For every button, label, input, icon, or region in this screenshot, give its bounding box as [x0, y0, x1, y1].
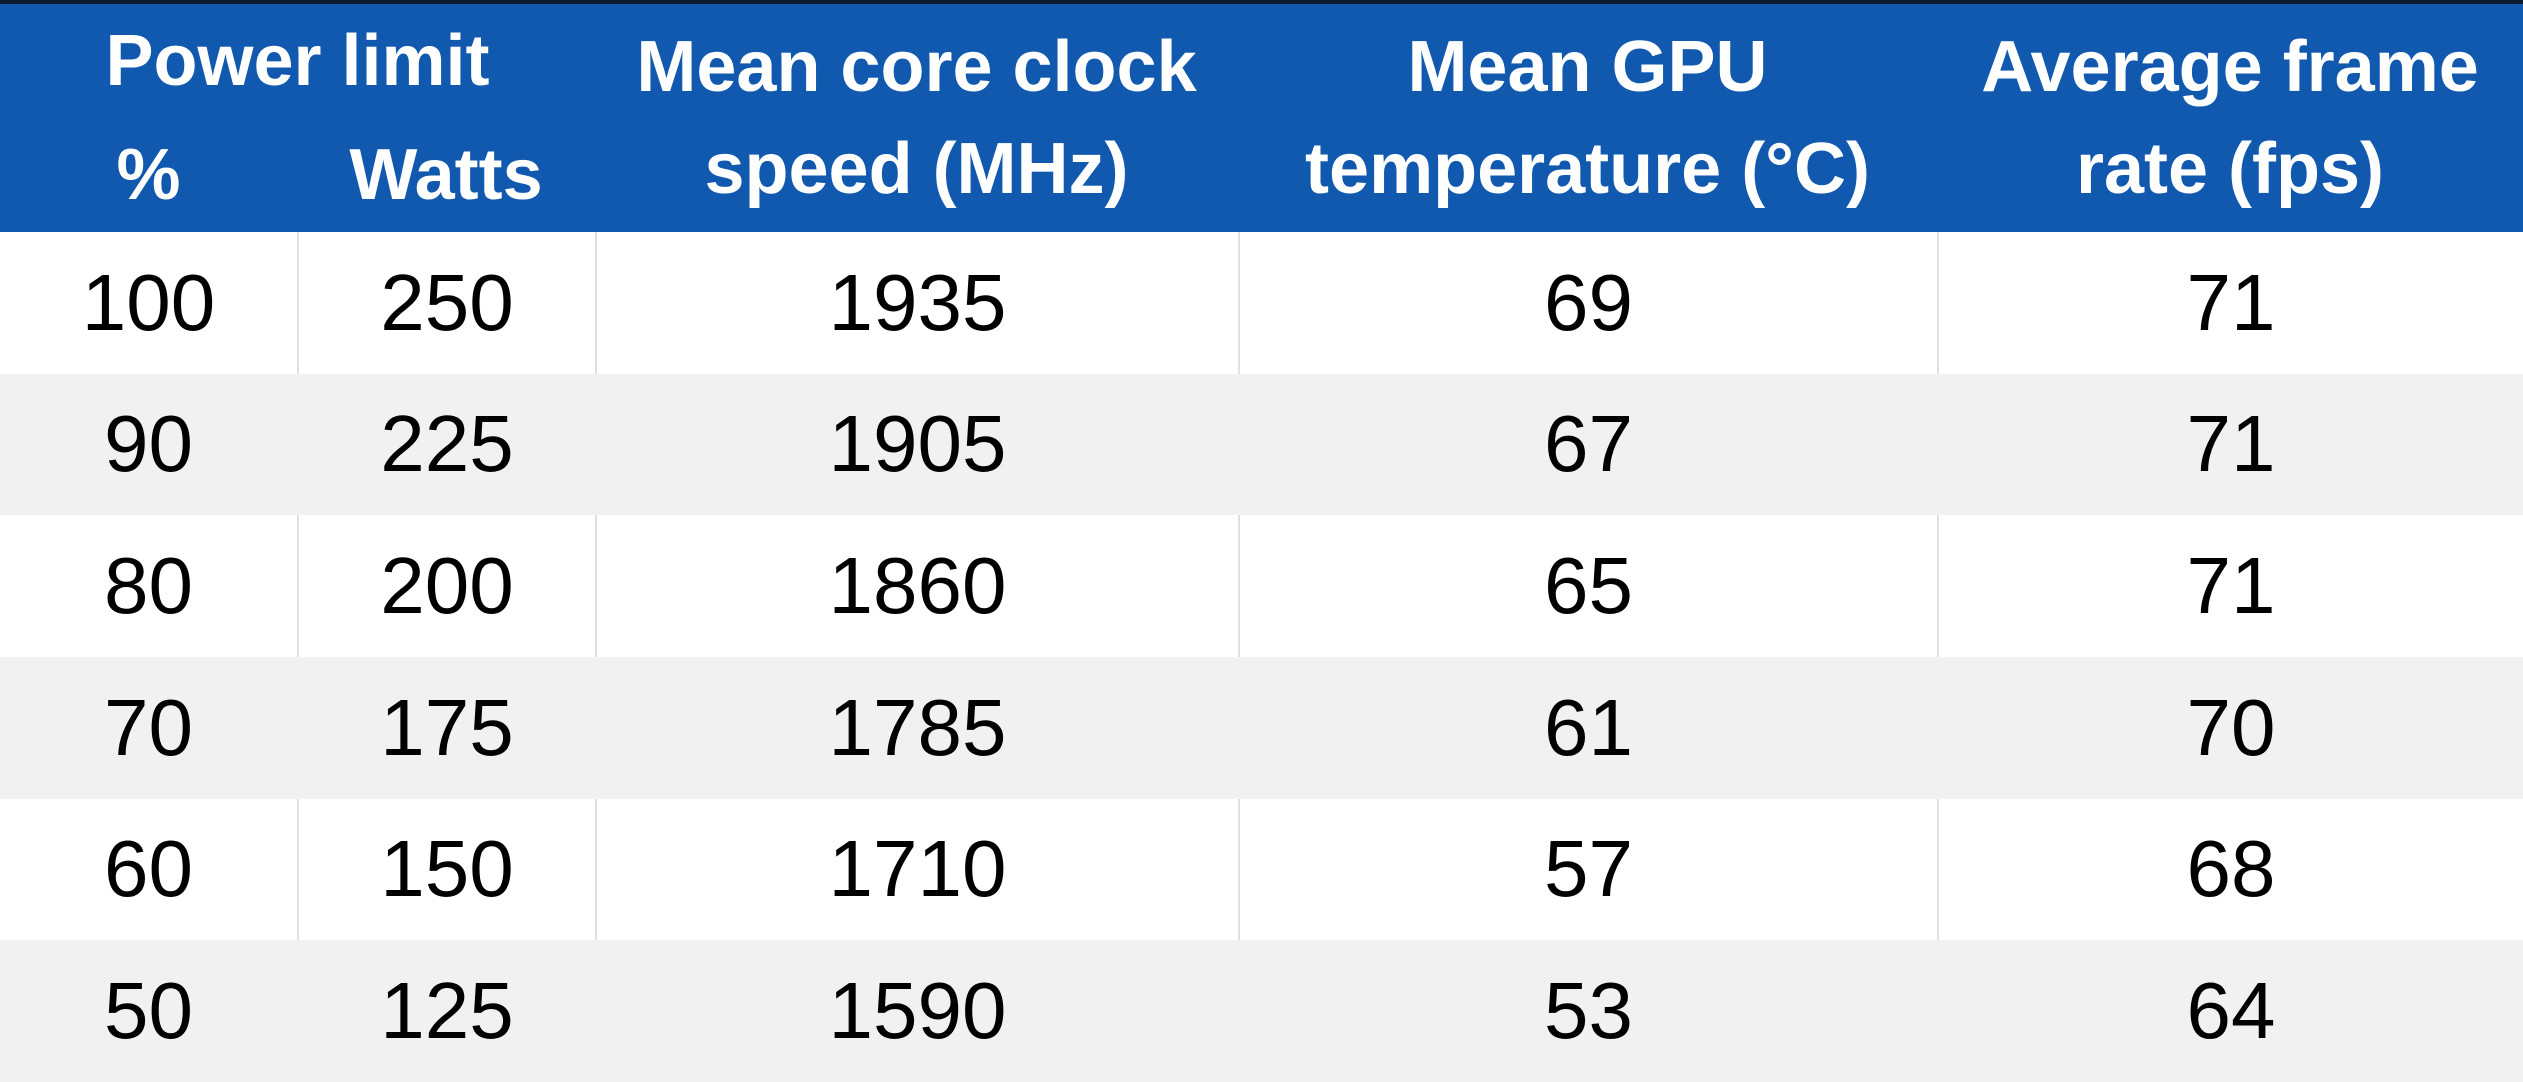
- table-cell: 150: [297, 798, 595, 941]
- table-cell: 71: [1937, 515, 2523, 657]
- table-cell: 1860: [595, 515, 1238, 657]
- header-row-group: Power limit Mean core clock speed (MHz) …: [0, 4, 2523, 232]
- table-cell: 70: [1937, 656, 2523, 799]
- table-cell: 61: [1238, 656, 1937, 799]
- table-cell: 90: [0, 373, 297, 516]
- table-row: 90 225 1905 67 71: [0, 373, 2523, 516]
- table-cell: 71: [1937, 232, 2523, 374]
- table-cell: 53: [1238, 940, 1937, 1082]
- table-cell: 1590: [595, 940, 1238, 1082]
- header-watts: Watts: [297, 118, 595, 232]
- header-percent: %: [0, 118, 297, 232]
- table-cell: 50: [0, 940, 297, 1082]
- table-header: Power limit Mean core clock speed (MHz) …: [0, 4, 2523, 232]
- header-core-clock: Mean core clock speed (MHz): [595, 4, 1238, 232]
- table-cell: 64: [1937, 940, 2523, 1082]
- table-cell: 71: [1937, 373, 2523, 516]
- table-cell: 1935: [595, 232, 1238, 374]
- table-cell: 60: [0, 798, 297, 941]
- table-cell: 125: [297, 940, 595, 1082]
- table-cell: 100: [0, 232, 297, 374]
- header-gpu-temperature: Mean GPU temperature (°C): [1238, 4, 1937, 232]
- table-cell: 67: [1238, 373, 1937, 516]
- table-body: 100 250 1935 69 71 90 225 1905 67 71 80 …: [0, 232, 2523, 1082]
- header-row-sub: % Watts: [0, 118, 2523, 232]
- table-cell: 70: [0, 656, 297, 799]
- table-row: 80 200 1860 65 71: [0, 515, 2523, 657]
- table-cell: 1905: [595, 373, 1238, 516]
- header-frame-rate: Average frame rate (fps): [1937, 4, 2523, 232]
- table-cell: 69: [1238, 232, 1937, 374]
- table-cell: 65: [1238, 515, 1937, 657]
- table-cell: 57: [1238, 798, 1937, 941]
- header-power-limit: Power limit: [0, 4, 595, 118]
- table-cell: 250: [297, 232, 595, 374]
- table-row: 60 150 1710 57 68: [0, 798, 2523, 941]
- table-cell: 68: [1937, 798, 2523, 941]
- table-cell: 80: [0, 515, 297, 657]
- table-cell: 225: [297, 373, 595, 516]
- table-row: 50 125 1590 53 64: [0, 940, 2523, 1082]
- table-cell: 1785: [595, 656, 1238, 799]
- table-cell: 1710: [595, 798, 1238, 941]
- table-row: 100 250 1935 69 71: [0, 232, 2523, 374]
- table-cell: 175: [297, 656, 595, 799]
- table-row: 70 175 1785 61 70: [0, 656, 2523, 799]
- table-cell: 200: [297, 515, 595, 657]
